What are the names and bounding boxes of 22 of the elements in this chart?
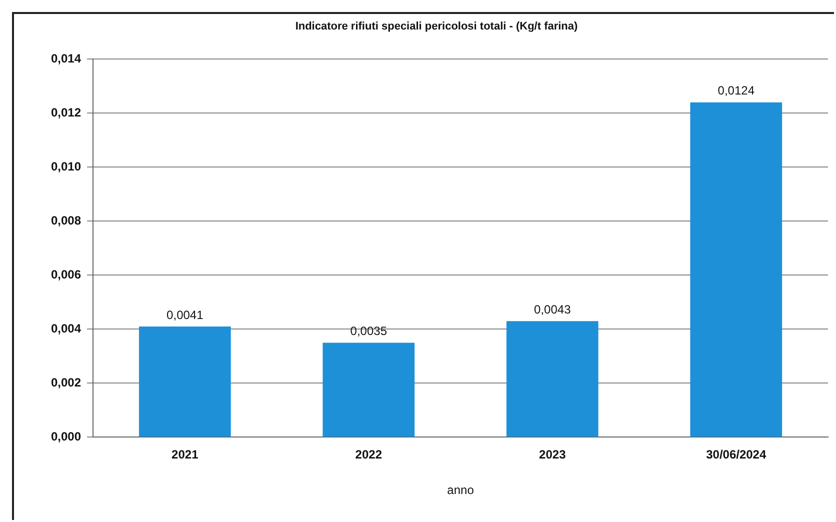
data-label: 0,0041 xyxy=(166,308,204,322)
bar xyxy=(322,342,415,437)
bar xyxy=(506,321,598,437)
y-tick-label: 0,000 xyxy=(51,430,82,444)
y-tick-label: 0,002 xyxy=(51,376,82,390)
x-tick-label: 2023 xyxy=(539,448,566,462)
x-tick-label: 30/06/2024 xyxy=(706,448,766,462)
y-tick-label: 0,004 xyxy=(51,322,82,336)
data-label: 0,0043 xyxy=(534,302,572,316)
bar xyxy=(138,326,231,437)
y-tick-label: 0,006 xyxy=(51,268,82,282)
chart-title: Indicatore rifiuti speciali pericolosi totali - (Kg/t farina) xyxy=(295,20,578,33)
y-tick-label: 0,012 xyxy=(51,106,82,120)
x-tick-label: 2022 xyxy=(355,448,382,462)
x-tick-label: 2021 xyxy=(172,448,199,462)
data-label: 0,0035 xyxy=(350,324,388,338)
y-tick-label: 0,014 xyxy=(51,52,82,66)
y-tick-label: 0,010 xyxy=(51,160,82,174)
data-label: 0,0124 xyxy=(718,84,755,98)
x-axis-title: anno xyxy=(447,483,474,498)
bar xyxy=(690,102,782,437)
y-tick-label: 0,008 xyxy=(51,214,82,228)
